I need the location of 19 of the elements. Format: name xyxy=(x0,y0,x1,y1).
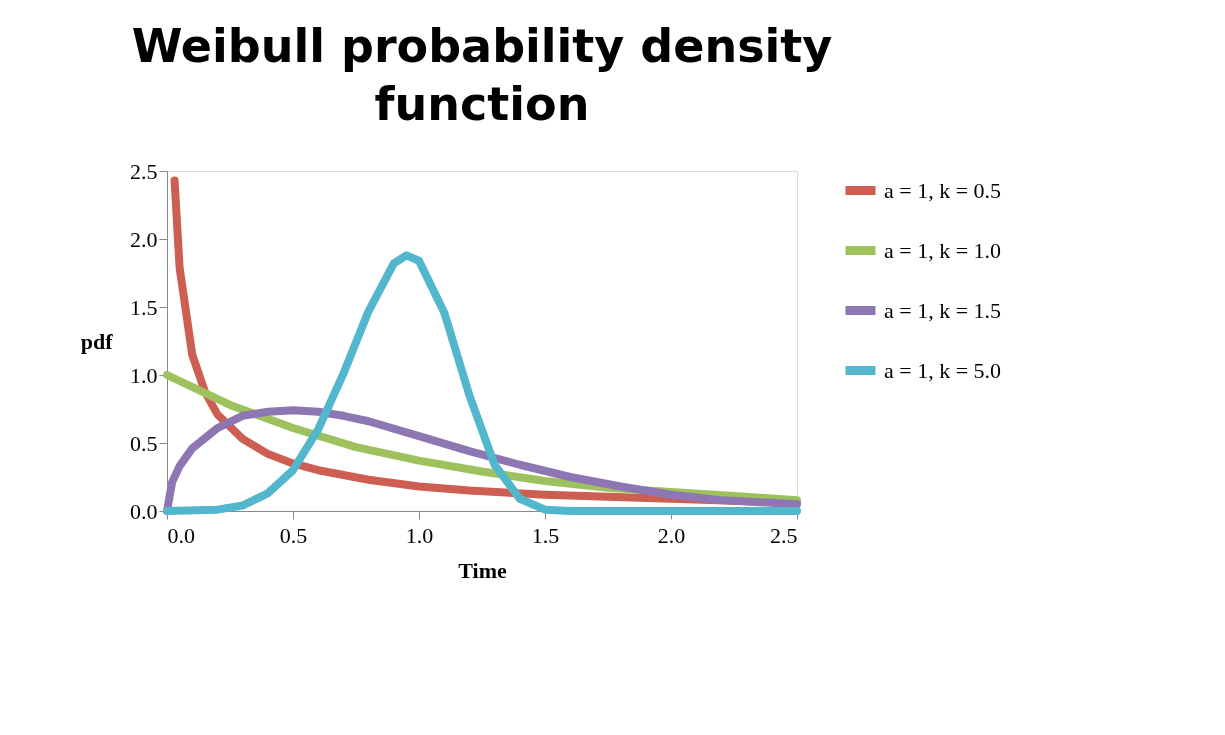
chart-title: Weibull probability density function xyxy=(131,19,833,131)
y-tick-label: 2.5 xyxy=(130,158,158,184)
legend-label: a = 1, k = 0.5 xyxy=(884,177,1002,203)
y-tick-label: 0.5 xyxy=(130,430,158,456)
y-tick-label: 1.0 xyxy=(130,362,158,388)
y-axis-title: pdf xyxy=(80,328,114,354)
x-axis-title: Time xyxy=(458,557,507,583)
y-tick-label: 2.0 xyxy=(130,226,158,252)
x-tick-label: 1.0 xyxy=(405,522,434,548)
legend-label: a = 1, k = 5.0 xyxy=(884,357,1002,383)
x-tick-label: 0.0 xyxy=(167,522,195,548)
x-tick-label: 1.5 xyxy=(531,522,560,548)
legend-label: a = 1, k = 1.5 xyxy=(884,297,1002,323)
x-tick-label: 2.0 xyxy=(657,522,686,548)
legend-label: a = 1, k = 1.0 xyxy=(884,237,1002,263)
x-tick-label: 2.5 xyxy=(770,522,798,548)
y-tick-label: 1.5 xyxy=(130,294,158,320)
y-tick-label: 0.0 xyxy=(130,498,158,524)
x-tick-label: 0.5 xyxy=(279,522,308,548)
